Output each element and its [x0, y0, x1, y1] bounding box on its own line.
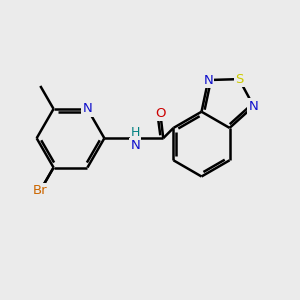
- Text: S: S: [235, 73, 243, 85]
- Text: Br: Br: [33, 184, 48, 197]
- Text: N: N: [249, 100, 259, 113]
- Text: N: N: [82, 102, 92, 116]
- Text: O: O: [155, 107, 166, 120]
- Text: N: N: [130, 139, 140, 152]
- Text: N: N: [203, 74, 213, 86]
- Text: H: H: [130, 126, 140, 139]
